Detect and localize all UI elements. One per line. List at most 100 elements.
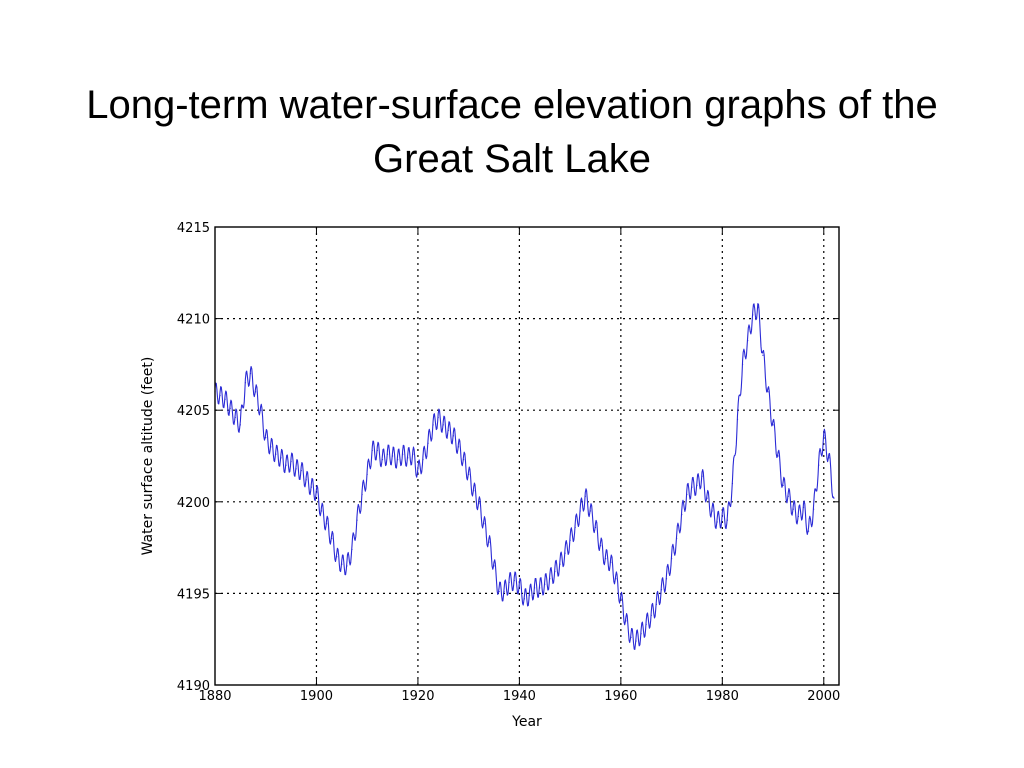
data-point — [655, 603, 657, 605]
data-point — [397, 459, 399, 461]
data-point — [412, 453, 414, 455]
data-point — [559, 563, 561, 565]
data-point — [691, 486, 693, 488]
data-point — [229, 407, 231, 409]
data-point — [219, 394, 221, 397]
data-point — [386, 453, 389, 455]
data-point — [437, 416, 439, 419]
data-point — [828, 457, 830, 459]
data-point — [716, 521, 718, 523]
data-point — [610, 561, 612, 563]
data-point — [625, 620, 627, 622]
data-point — [569, 539, 571, 541]
data-point — [681, 514, 683, 516]
x-tick-label: 1960 — [604, 689, 637, 704]
data-point — [310, 486, 312, 488]
data-point — [579, 510, 581, 512]
data-point — [452, 435, 455, 437]
data-point — [427, 442, 429, 444]
data-point — [300, 470, 302, 472]
y-tick-label: 4215 — [177, 221, 210, 236]
data-point — [772, 424, 774, 426]
data-point — [752, 314, 754, 316]
data-point — [244, 382, 247, 384]
y-tick-label: 4195 — [177, 587, 210, 602]
plot-background — [215, 227, 839, 685]
slide-title: Long-term water-surface elevation graphs… — [0, 78, 1024, 186]
y-tick-label: 4190 — [177, 679, 210, 694]
data-point — [564, 552, 566, 554]
data-point — [767, 391, 769, 393]
data-point — [442, 424, 444, 426]
plot-frame — [214, 226, 840, 686]
data-point — [290, 460, 292, 463]
data-point — [696, 484, 698, 486]
data-point — [762, 354, 764, 356]
data-point — [315, 492, 318, 494]
data-point — [731, 482, 734, 485]
tick-marks — [214, 226, 839, 686]
data-point — [747, 339, 749, 342]
slide-title-line-1: Long-term water-surface elevation graphs… — [86, 83, 938, 127]
data-point — [813, 508, 815, 510]
data-point — [782, 484, 784, 486]
data-point — [818, 464, 820, 466]
data-point — [706, 497, 708, 499]
data-point — [381, 459, 384, 461]
data-point — [407, 457, 409, 459]
data-point — [711, 510, 713, 512]
data-point — [599, 545, 602, 547]
x-tick-label: 1880 — [198, 689, 231, 704]
data-point — [417, 471, 419, 474]
data-point — [742, 363, 744, 365]
data-point — [254, 391, 257, 393]
data-point — [554, 570, 556, 573]
data-point — [665, 578, 668, 580]
y-tick-label: 4200 — [177, 496, 210, 511]
data-point — [721, 515, 723, 518]
data-point — [513, 579, 515, 582]
series-layer — [214, 303, 835, 650]
data-point — [508, 581, 510, 584]
x-tick-label: 1900 — [300, 689, 333, 704]
data-point — [518, 585, 520, 587]
data-point — [468, 473, 470, 475]
data-point — [351, 548, 353, 551]
data-point — [594, 526, 597, 529]
data-point — [356, 519, 358, 521]
data-point — [224, 398, 226, 400]
data-point — [539, 587, 541, 589]
data-point — [462, 459, 465, 461]
x-tick-label: 1920 — [401, 689, 434, 704]
data-point — [802, 506, 805, 508]
slide-title-line-2: Great Salt Lake — [373, 137, 651, 181]
data-point — [346, 565, 348, 567]
data-point — [670, 557, 673, 560]
data-point — [777, 455, 779, 457]
data-point — [280, 457, 282, 459]
data-point — [676, 537, 678, 540]
data-point — [544, 583, 546, 585]
data-point — [823, 435, 825, 437]
data-point — [534, 587, 536, 589]
data-point — [605, 557, 607, 560]
data-point — [635, 640, 637, 642]
data-point — [797, 515, 800, 518]
data-point — [488, 541, 490, 543]
data-point — [523, 598, 526, 600]
data-point — [376, 449, 378, 452]
data-point — [645, 623, 647, 626]
y-tick-label: 4205 — [177, 404, 210, 419]
data-point — [620, 598, 622, 600]
data-point — [630, 636, 632, 638]
data-point — [366, 473, 368, 475]
y-tick-label: 4210 — [177, 313, 210, 328]
data-point — [447, 429, 449, 431]
data-point — [305, 479, 307, 481]
data-point — [391, 455, 394, 457]
x-tick-label: 1980 — [706, 689, 739, 704]
data-point — [361, 493, 363, 496]
data-point — [792, 508, 794, 510]
